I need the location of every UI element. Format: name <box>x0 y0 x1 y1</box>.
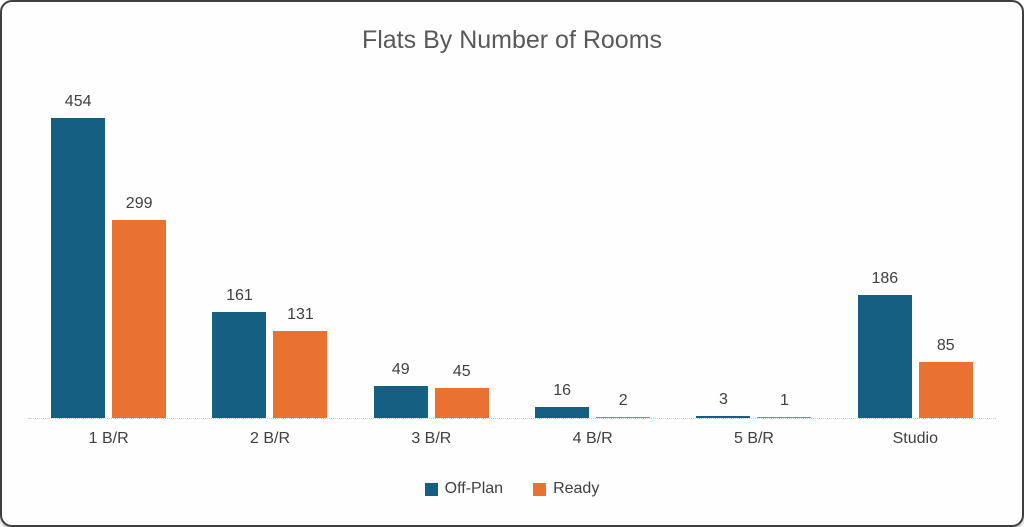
bar-off-plan <box>535 407 590 418</box>
value-label: 2 <box>618 392 628 409</box>
legend: Off-Plan Ready <box>2 480 1022 498</box>
bar-wrap: 161 <box>212 287 267 418</box>
legend-label: Ready <box>553 480 600 497</box>
value-label: 45 <box>452 363 471 380</box>
bar-wrap: 16 <box>535 382 590 418</box>
category-label: Studio <box>892 430 938 447</box>
category-label: 4 B/R <box>572 430 613 447</box>
category-label: 3 B/R <box>411 430 452 447</box>
bar-ready <box>596 417 651 418</box>
bar-wrap: 454 <box>51 93 106 418</box>
bar-group-3-b-r: 49 45 <box>351 361 512 418</box>
value-label: 3 <box>719 391 728 408</box>
bar-wrap: 45 <box>434 363 489 418</box>
chart-title: Flats By Number of Rooms <box>361 26 663 54</box>
legend-item-off-plan: Off-Plan <box>424 480 504 498</box>
value-label: 131 <box>287 306 314 323</box>
bar-off-plan <box>857 295 912 418</box>
legend-item-ready: Ready <box>533 480 599 498</box>
x-axis-line <box>28 418 996 419</box>
bar-group-studio: 186 85 <box>835 270 996 418</box>
category-label: 5 B/R <box>733 430 774 447</box>
bar-ready <box>273 331 328 418</box>
value-label: 49 <box>391 361 410 378</box>
legend-swatch-icon <box>533 482 547 496</box>
bar-group-4-b-r: 16 2 <box>512 382 673 418</box>
bar-ready <box>918 362 973 418</box>
bar-wrap: 186 <box>857 270 912 418</box>
value-label: 1 <box>780 392 789 409</box>
bar-off-plan <box>373 386 428 418</box>
value-label: 454 <box>64 93 92 110</box>
value-label: 299 <box>125 195 153 212</box>
value-label: 186 <box>871 270 899 287</box>
value-label: 161 <box>226 287 253 304</box>
bar-off-plan <box>696 416 751 418</box>
bar-ready <box>112 220 167 418</box>
bar-wrap: 3 <box>696 391 751 418</box>
bar-group-2-b-r: 161 131 <box>189 287 350 418</box>
bar-wrap: 2 <box>596 392 651 418</box>
bar-wrap: 131 <box>273 306 328 418</box>
bar-group-1-b-r: 454 299 <box>28 93 189 418</box>
bar-off-plan <box>51 118 106 418</box>
bar-wrap: 1 <box>757 392 812 418</box>
bar-wrap: 85 <box>918 337 973 418</box>
category-label: 2 B/R <box>249 430 290 447</box>
legend-swatch-icon <box>424 482 438 496</box>
bar-wrap: 299 <box>112 195 167 418</box>
bar-off-plan <box>212 312 267 418</box>
category-label: 1 B/R <box>88 430 129 447</box>
legend-label: Off-Plan <box>444 480 504 497</box>
value-label: 85 <box>936 337 955 354</box>
bar-ready <box>434 388 489 418</box>
bar-wrap: 49 <box>373 361 428 418</box>
value-label: 16 <box>553 382 572 399</box>
bar-ready <box>757 417 812 418</box>
category-axis: 1 B/R 2 B/R 3 B/R 4 B/R 5 B/R Studio <box>28 430 996 448</box>
plot-area: 454 299 161 131 49 45 16 2 3 1 186 85 <box>28 2 996 418</box>
